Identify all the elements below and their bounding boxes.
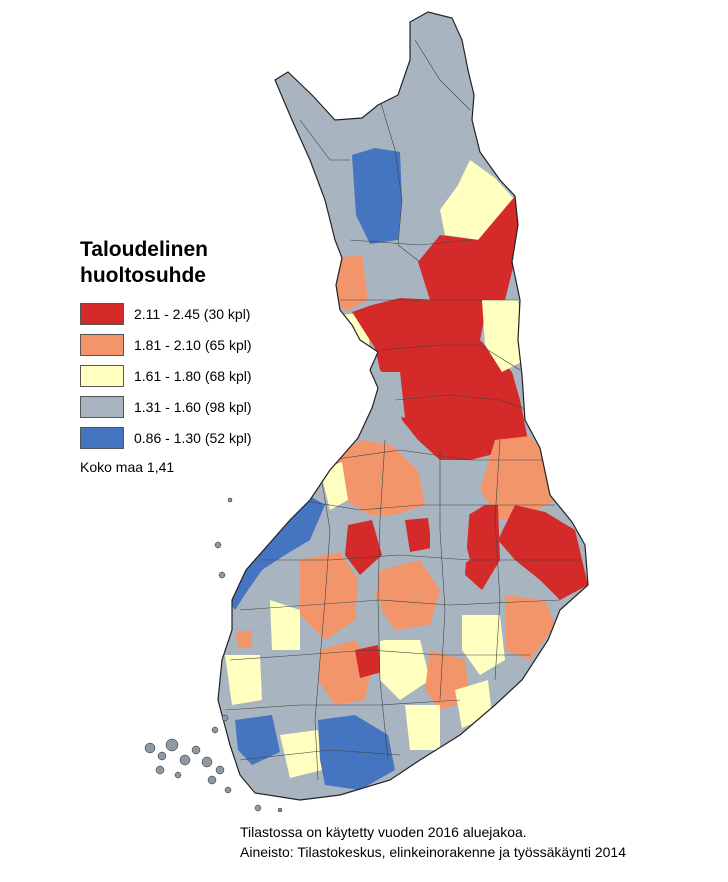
legend-title: Taloudelinen huoltosuhde [80, 237, 280, 289]
legend-row: 0.86 - 1.30 (52 kpl) [80, 422, 280, 453]
legend-row: 1.81 - 2.10 (65 kpl) [80, 329, 280, 360]
region-central-orange-2 [375, 560, 440, 630]
archipelago-islands [144, 497, 283, 813]
region-south-yellow-2 [280, 730, 322, 778]
region-south-yellow-3 [405, 705, 440, 750]
region-central-red-2 [405, 518, 432, 552]
footnote-line1: Tilastossa on käytetty vuoden 2016 aluej… [240, 824, 527, 840]
legend-row: 1.31 - 1.60 (98 kpl) [80, 391, 280, 422]
region-lapland-west-blue [352, 148, 402, 244]
legend-label: 1.61 - 1.80 (68 kpl) [134, 367, 252, 384]
region-central-orange [300, 552, 358, 640]
region-kainuu-yellow [482, 300, 525, 372]
region-east-yellow [462, 615, 505, 675]
region-west-coast-blue [225, 490, 325, 610]
region-east-orange-2 [505, 595, 555, 660]
legend-row: 2.11 - 2.45 (30 kpl) [80, 298, 280, 329]
region-karelia-red [498, 505, 588, 600]
region-uusimaa-blue [318, 715, 395, 790]
region-central-yellow [270, 600, 300, 650]
region-south-yellow [380, 640, 430, 700]
region-ostrobothnia-orange [335, 440, 425, 515]
region-karelia-red-2 [465, 505, 500, 590]
legend-swatch-yellow [80, 364, 124, 387]
region-oulu-red-band [352, 298, 528, 460]
legend-swatch-orange [80, 333, 124, 356]
region-oulu-blue-patch [380, 372, 405, 418]
region-southwest-orange-dot [236, 630, 252, 648]
legend-country-total: Koko maa 1,41 [80, 459, 175, 475]
legend-swatch-grey [80, 395, 124, 418]
legend-label: 1.31 - 1.60 (98 kpl) [134, 398, 252, 415]
legend-label: 1.81 - 2.10 (65 kpl) [134, 336, 252, 353]
legend-title-line1: Taloudelinen [80, 238, 208, 261]
finland-outline [217, 11, 589, 801]
legend-swatch-blue [80, 426, 124, 449]
region-southwest-yellow [225, 655, 262, 705]
footnote-line2: Aineisto: Tilastokeskus, elinkeinorakenn… [240, 844, 626, 860]
region-south-red [355, 645, 382, 678]
municipality-borders [224, 39, 580, 781]
map-legend: Taloudelinen huoltosuhde 2.11 - 2.45 (30… [80, 237, 280, 475]
region-savo-blue [430, 468, 485, 520]
region-turku-blue [235, 715, 280, 765]
legend-title-line2: huoltosuhde [80, 264, 206, 287]
legend-row: 1.61 - 1.80 (68 kpl) [80, 360, 280, 391]
region-lapland-red-east [418, 195, 525, 315]
legend-swatch-red [80, 302, 124, 325]
region-central-red [345, 520, 382, 575]
legend-label: 0.86 - 1.30 (52 kpl) [134, 429, 252, 446]
legend-label: 2.11 - 2.45 (30 kpl) [134, 305, 251, 322]
source-footnote: Tilastossa on käytetty vuoden 2016 aluej… [240, 822, 626, 862]
